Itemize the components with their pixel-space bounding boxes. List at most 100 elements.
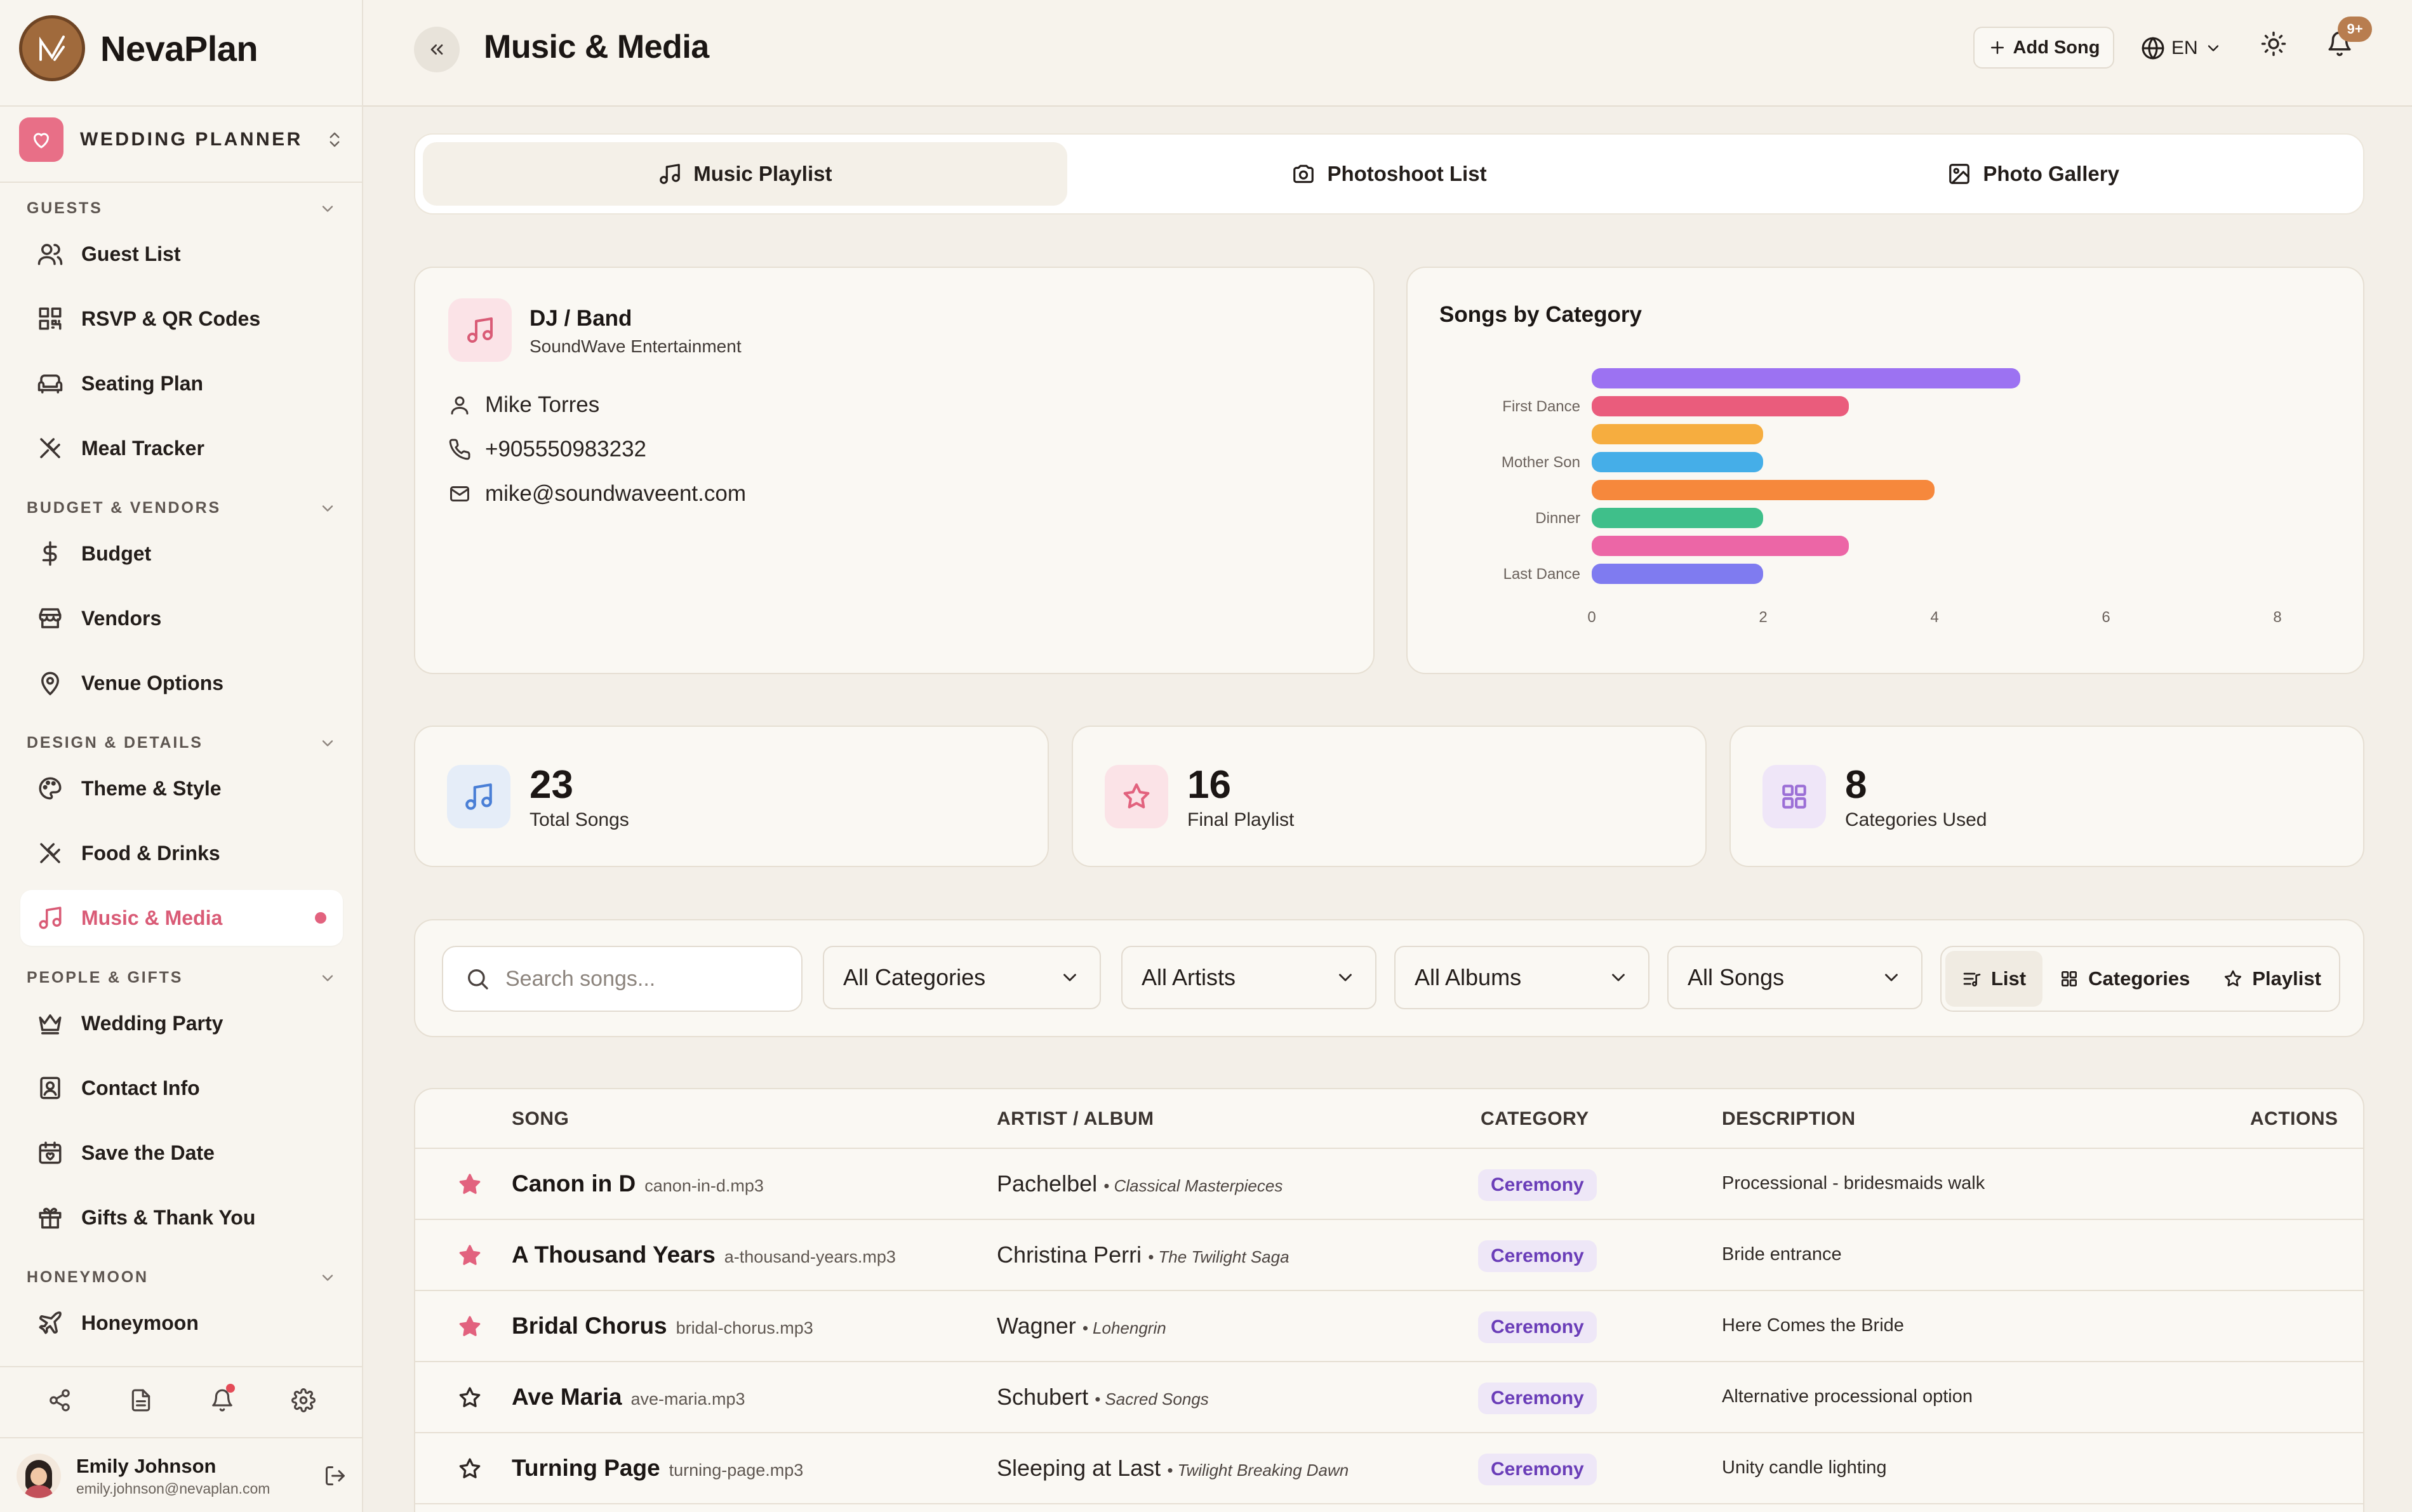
sidebar-item-honeymoon[interactable]: Honeymoon bbox=[20, 1295, 343, 1351]
tab-photo-gallery[interactable]: Photo Gallery bbox=[1711, 142, 2355, 206]
artist-filter-select[interactable]: All Artists bbox=[1121, 946, 1376, 1009]
dj-email-row[interactable]: mike@soundwaveent.com bbox=[448, 481, 746, 507]
chart-bar[interactable] bbox=[1592, 396, 1849, 416]
section-honeymoon[interactable]: HONEYMOON bbox=[27, 1268, 336, 1287]
view-categories-button[interactable]: Categories bbox=[2042, 951, 2206, 1007]
tab-label: Music Playlist bbox=[693, 162, 832, 185]
chart-bar[interactable] bbox=[1592, 536, 1849, 556]
sidebar-item-meal-tracker[interactable]: Meal Tracker bbox=[20, 420, 343, 476]
star-filled-icon[interactable] bbox=[457, 1243, 483, 1268]
column-header-category[interactable]: CATEGORY bbox=[1481, 1108, 1589, 1129]
chart-bar[interactable] bbox=[1592, 368, 2020, 388]
sidebar-item-seating-plan[interactable]: Seating Plan bbox=[20, 355, 343, 411]
sidebar-item-wedding-party[interactable]: Wedding Party bbox=[20, 995, 343, 1051]
chart-x-tick-label: 8 bbox=[2273, 609, 2281, 626]
star-outline-icon[interactable] bbox=[457, 1385, 483, 1410]
chart-bar[interactable] bbox=[1592, 424, 1763, 444]
select-value: All Artists bbox=[1142, 964, 1236, 990]
table-row[interactable]: Canon in D canon-in-d.mp3 Pachelbel • Class… bbox=[415, 1149, 2363, 1220]
album-name: • Twilight Breaking Dawn bbox=[1167, 1461, 1349, 1480]
workspace-switcher[interactable]: WEDDING PLANNER bbox=[19, 117, 344, 162]
section-people-gifts[interactable]: PEOPLE & GIFTS bbox=[27, 969, 336, 987]
sidebar-item-food-drinks[interactable]: Food & Drinks bbox=[20, 825, 343, 881]
sidebar-item-budget[interactable]: Budget bbox=[20, 526, 343, 581]
bell-icon[interactable] bbox=[203, 1381, 241, 1419]
chart-bar[interactable] bbox=[1592, 564, 1763, 584]
song-status-filter-select[interactable]: All Songs bbox=[1667, 946, 1922, 1009]
stat-label: Total Songs bbox=[530, 809, 629, 830]
sidebar-item-rsvp[interactable]: RSVP & QR Codes bbox=[20, 291, 343, 347]
artist-name: Pachelbel bbox=[997, 1170, 1098, 1197]
song-title: A Thousand Years a-thousand-years.mp3 bbox=[512, 1242, 896, 1268]
chart-bar[interactable] bbox=[1592, 452, 1763, 472]
song-title: Ave Maria ave-maria.mp3 bbox=[512, 1384, 745, 1410]
sidebar-item-guest-list[interactable]: Guest List bbox=[20, 226, 343, 282]
dj-contact-name: Mike Torres bbox=[485, 392, 600, 417]
table-row[interactable]: Bridal Chorus bridal-chorus.mp3 Wagner • Lo… bbox=[415, 1291, 2363, 1362]
song-file: a-thousand-years.mp3 bbox=[724, 1247, 896, 1266]
theme-toggle-sun-icon[interactable] bbox=[2260, 30, 2287, 57]
map-pin-icon bbox=[41, 672, 59, 696]
sidebar-item-music-media[interactable]: Music & Media bbox=[20, 890, 343, 946]
table-row[interactable]: A Thousand Years a-thousand-years.mp3 Chri… bbox=[415, 1220, 2363, 1291]
song-title: Canon in D canon-in-d.mp3 bbox=[512, 1170, 764, 1197]
song-file: turning-page.mp3 bbox=[669, 1461, 804, 1480]
tab-music-playlist[interactable]: Music Playlist bbox=[423, 142, 1067, 206]
album-filter-select[interactable]: All Albums bbox=[1394, 946, 1649, 1009]
notifications-bell-icon[interactable] bbox=[2326, 30, 2353, 57]
document-icon[interactable] bbox=[122, 1381, 160, 1419]
sidebar-item-label: Food & Drinks bbox=[81, 841, 220, 865]
stat-value: 16 bbox=[1187, 763, 1231, 807]
notification-badge: 9+ bbox=[2338, 17, 2372, 42]
section-budget-vendors[interactable]: BUDGET & VENDORS bbox=[27, 499, 336, 517]
sidebar-item-label: Contact Info bbox=[81, 1076, 200, 1099]
collapse-sidebar-button[interactable] bbox=[414, 27, 460, 72]
sidebar-item-gifts[interactable]: Gifts & Thank You bbox=[20, 1190, 343, 1245]
tab-photoshoot-list[interactable]: Photoshoot List bbox=[1067, 142, 1712, 206]
sidebar-item-contact-info[interactable]: Contact Info bbox=[20, 1060, 343, 1116]
settings-gear-icon[interactable] bbox=[284, 1381, 323, 1419]
sidebar-item-vendors[interactable]: Vendors bbox=[20, 590, 343, 646]
artist-name: Sleeping at Last bbox=[997, 1455, 1161, 1481]
table-row[interactable]: Ave Maria ave-maria.mp3 Schubert • Sacred S… bbox=[415, 1362, 2363, 1433]
add-song-button[interactable]: Add Song bbox=[1973, 27, 2114, 69]
brand[interactable]: NevaPlan bbox=[19, 15, 258, 81]
select-value: All Categories bbox=[843, 964, 986, 990]
view-playlist-button[interactable]: Playlist bbox=[2206, 951, 2338, 1007]
dj-phone-row[interactable]: +905550983232 bbox=[448, 437, 646, 462]
user-profile[interactable]: Emily Johnson emily.johnson@nevaplan.com bbox=[17, 1450, 347, 1501]
view-list-button[interactable]: List bbox=[1945, 951, 2043, 1007]
chart-x-tick-label: 6 bbox=[2102, 609, 2110, 626]
song-name: Canon in D bbox=[512, 1170, 636, 1197]
star-filled-icon[interactable] bbox=[457, 1314, 483, 1339]
section-guests[interactable]: GUESTS bbox=[27, 199, 336, 218]
sidebar-item-theme-style[interactable]: Theme & Style bbox=[20, 760, 343, 816]
chart-bar[interactable] bbox=[1592, 508, 1763, 528]
column-header-description: DESCRIPTION bbox=[1722, 1108, 1856, 1129]
search-input[interactable]: Search songs... bbox=[442, 946, 803, 1012]
sidebar-item-venue-options[interactable]: Venue Options bbox=[20, 655, 343, 711]
logout-icon[interactable] bbox=[324, 1464, 347, 1487]
dj-band-card: DJ / Band SoundWave Entertainment Mike T… bbox=[414, 267, 1375, 674]
artist-album: Pachelbel • Classical Masterpieces bbox=[997, 1170, 1283, 1197]
star-filled-icon[interactable] bbox=[457, 1172, 483, 1197]
chart-bar[interactable] bbox=[1592, 480, 1935, 500]
list-music-icon bbox=[1963, 972, 1981, 986]
category-filter-select[interactable]: All Categories bbox=[823, 946, 1101, 1009]
section-design-details[interactable]: DESIGN & DETAILS bbox=[27, 734, 336, 752]
star-outline-icon[interactable] bbox=[457, 1456, 483, 1482]
sidebar: NevaPlan WEDDING PLANNER GUESTS Guest Li… bbox=[0, 0, 363, 1512]
share-icon[interactable] bbox=[41, 1381, 79, 1419]
sidebar-item-label: Wedding Party bbox=[81, 1011, 223, 1035]
chevrons-left-icon bbox=[430, 44, 443, 55]
language-selector[interactable]: EN bbox=[2141, 29, 2222, 67]
sidebar-item-save-the-date[interactable]: Save the Date bbox=[20, 1125, 343, 1181]
dj-company: SoundWave Entertainment bbox=[530, 336, 742, 356]
table-row[interactable]: Turning Page turning-page.mp3 Sleeping at … bbox=[415, 1433, 2363, 1504]
column-header-artist[interactable]: ARTIST / ALBUM bbox=[997, 1108, 1154, 1129]
stat-label: Final Playlist bbox=[1187, 809, 1295, 830]
sidebar-item-label: RSVP & QR Codes bbox=[81, 307, 261, 330]
sidebar-item-label: Seating Plan bbox=[81, 371, 204, 395]
column-header-song[interactable]: SONG bbox=[512, 1108, 570, 1129]
stat-label: Categories Used bbox=[1845, 809, 1987, 830]
